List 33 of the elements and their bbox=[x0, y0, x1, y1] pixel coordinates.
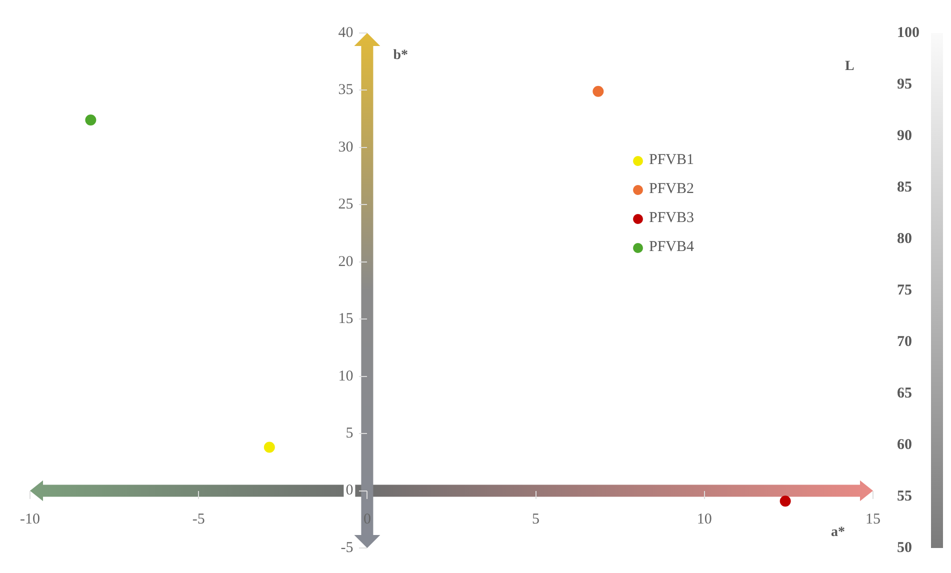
x-tick-label: -5 bbox=[192, 512, 205, 528]
x-tick-label: -10 bbox=[20, 512, 40, 528]
y2-tick-label: 65 bbox=[897, 385, 912, 402]
y-tick-label: 40 bbox=[338, 24, 354, 41]
y2-tick-label: 85 bbox=[897, 179, 912, 196]
x-axis-title: a* bbox=[831, 524, 845, 540]
legend-label: PFVB4 bbox=[649, 239, 694, 256]
y-tick-label: 20 bbox=[338, 254, 354, 270]
y-tick-label: 5 bbox=[346, 425, 354, 442]
y2-tick-label: 75 bbox=[897, 282, 912, 298]
y2-tick-label: 60 bbox=[897, 436, 912, 453]
y2-tick-label: 55 bbox=[897, 488, 912, 504]
y2-tick-label: 100 bbox=[897, 24, 920, 41]
legend-label: PFVB1 bbox=[649, 152, 694, 169]
x-tick-label: 5 bbox=[532, 512, 540, 528]
y-tick-label: 15 bbox=[338, 311, 354, 328]
y2-tick-label: 50 bbox=[897, 540, 912, 556]
y-tick-label: 30 bbox=[338, 139, 354, 156]
y-axis-title: b* bbox=[393, 48, 408, 63]
y2-tick-label: 70 bbox=[897, 334, 912, 350]
y-tick-label: 35 bbox=[338, 82, 354, 98]
y-tick-label: -5 bbox=[340, 540, 354, 556]
y2-tick-label: 80 bbox=[897, 230, 912, 247]
y2-tick-label: 90 bbox=[897, 128, 912, 144]
y2-tick-label: 95 bbox=[897, 76, 912, 92]
y-tick-label: 25 bbox=[338, 196, 354, 213]
legend-label: PFVB2 bbox=[649, 181, 694, 198]
y-tick-label: 10 bbox=[338, 368, 354, 384]
x-tick-label: 10 bbox=[696, 512, 712, 528]
legend-label: PFVB3 bbox=[649, 210, 694, 227]
y-tick-label: 0 bbox=[346, 482, 354, 499]
y2-axis-title: L bbox=[845, 59, 854, 74]
x-tick-label: 15 bbox=[866, 512, 880, 528]
